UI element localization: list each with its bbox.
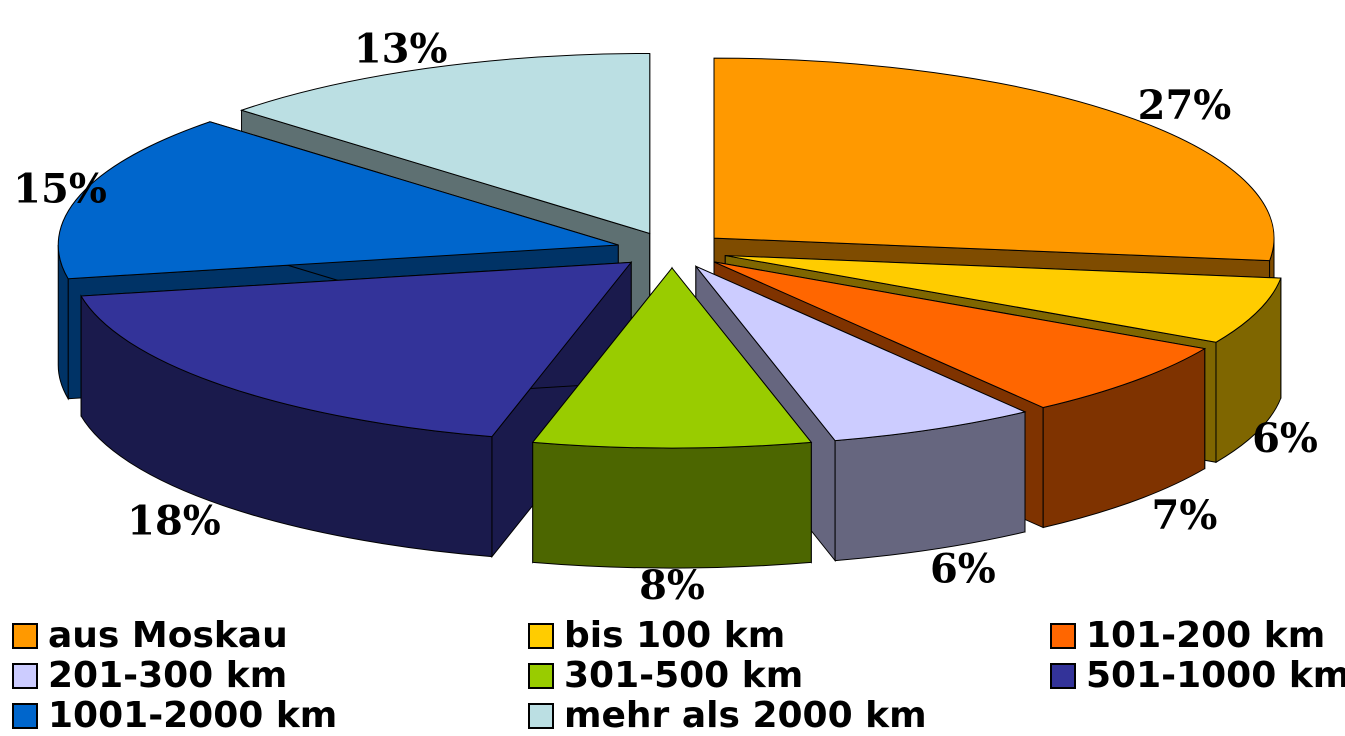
slice-label-6: 15% (13, 166, 107, 213)
legend-item: 101-200 km (1050, 618, 1325, 654)
pie-chart: 27% 6% 7% 6% 8% 18% 15% 13% (13, 25, 1318, 600)
slice-label-5: 18% (127, 497, 221, 544)
legend-label: 201-300 km (48, 655, 288, 696)
slice-label-1: 6% (1252, 415, 1318, 462)
slice-4 (531, 266, 813, 569)
legend-swatch (12, 663, 38, 689)
slice-top (57, 121, 619, 280)
legend-swatch (528, 623, 554, 649)
slice-label-0: 27% (1138, 82, 1232, 129)
legend-swatch (1050, 663, 1076, 689)
legend-swatch (12, 703, 38, 729)
legend-item: mehr als 2000 km (528, 698, 927, 734)
slice-top (239, 52, 651, 235)
legend-swatch (528, 663, 554, 689)
slice-top (713, 57, 1275, 262)
legend-label: 301-500 km (564, 655, 804, 696)
legend-label: bis 100 km (564, 615, 786, 656)
slice-label-7: 13% (354, 25, 448, 72)
slice-top (713, 261, 1207, 409)
slice-top (725, 255, 1282, 343)
slice-top (80, 261, 633, 438)
legend-label: 101-200 km (1086, 615, 1326, 656)
legend-item: 301-500 km (528, 658, 803, 694)
slice-label-2: 7% (1152, 492, 1218, 539)
legend-label: 501-1000 km (1086, 655, 1345, 696)
slice-top (531, 267, 813, 449)
pie-slices (57, 52, 1282, 569)
legend-label: mehr als 2000 km (564, 695, 927, 736)
legend-label: aus Moskau (48, 615, 288, 656)
legend-item: 1001-2000 km (12, 698, 337, 734)
legend-item: bis 100 km (528, 618, 785, 654)
slice-label-4: 8% (639, 562, 705, 600)
slice-5 (80, 260, 633, 559)
legend-item: 501-1000 km (1050, 658, 1345, 694)
legend-swatch (12, 623, 38, 649)
legend-item: 201-300 km (12, 658, 287, 694)
pie-labels: 27% 6% 7% 6% 8% 18% 15% 13% (13, 25, 1318, 600)
slice-top (695, 265, 1027, 442)
slice-label-3: 6% (930, 546, 996, 593)
legend-swatch (1050, 623, 1076, 649)
legend-item: aus Moskau (12, 618, 288, 654)
legend-swatch (528, 703, 554, 729)
legend-label: 1001-2000 km (48, 695, 338, 736)
